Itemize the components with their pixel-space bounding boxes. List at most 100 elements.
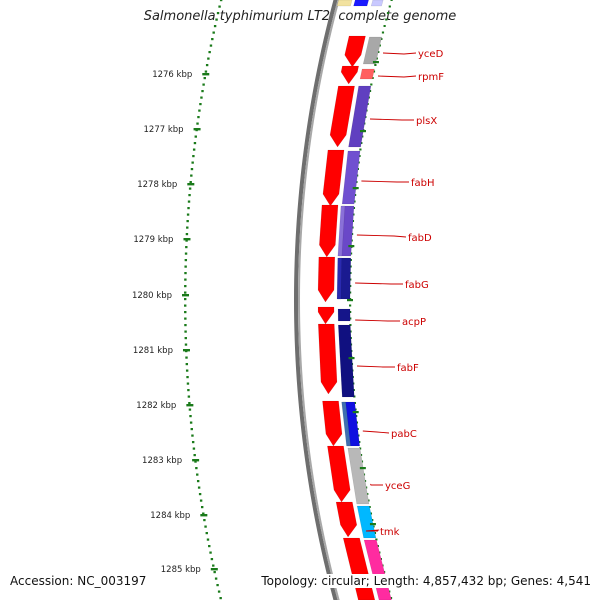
inner-tick <box>352 187 359 190</box>
ruler-dot <box>359 447 362 450</box>
ruler-dot <box>205 64 209 67</box>
cog-segment <box>362 36 383 65</box>
ruler-dot <box>194 460 197 463</box>
ruler-dot <box>353 402 357 404</box>
ruler-dot <box>200 96 203 99</box>
ruler-dot <box>184 272 187 275</box>
ruler-dot <box>188 402 191 405</box>
kbp-label: 1277 kbp <box>144 125 184 135</box>
ruler-dot <box>193 454 196 457</box>
ruler-dot <box>218 5 221 8</box>
cog-stripe <box>336 257 343 300</box>
ruler-dot <box>190 174 193 177</box>
ruler-dot <box>186 213 190 216</box>
ruler-dot <box>187 395 191 398</box>
kbp-label: 1281 kbp <box>133 346 173 356</box>
ruler-dot <box>211 38 214 41</box>
ruler-dot <box>193 142 197 145</box>
ruler-dot <box>186 226 189 229</box>
inner-tick <box>372 61 379 64</box>
gene-label-rpmF: rpmF <box>418 72 444 83</box>
ruler-dot <box>185 356 188 359</box>
gene-leader-line <box>377 75 417 78</box>
cog-stripe <box>341 401 351 447</box>
ruler-dot <box>208 545 211 548</box>
inner-tick <box>348 357 355 360</box>
ruler-dot <box>383 25 386 27</box>
ruler-dot <box>388 5 391 8</box>
ruler-dot <box>185 369 189 372</box>
ruler-dot <box>209 44 213 47</box>
backbone-line <box>293 0 338 600</box>
gene-leader-line <box>370 483 383 486</box>
ruler-dot <box>184 259 188 262</box>
gene-leader-line <box>356 365 395 368</box>
ruler-dot <box>195 467 198 470</box>
ruler-dot <box>201 90 204 93</box>
map-title: Salmonella typhimurium LT2, complete gen… <box>143 9 457 24</box>
kbp-tick <box>200 514 208 517</box>
ruler-dot <box>378 44 381 47</box>
inner-tick <box>359 467 366 470</box>
ruler-dot <box>386 12 390 14</box>
ruler-dot <box>205 532 208 535</box>
top-feature-lavender <box>370 0 384 7</box>
inner-ruler <box>349 0 393 599</box>
ruler-dot <box>372 70 376 73</box>
ruler-dot <box>389 597 393 599</box>
ruler-dot <box>202 83 205 86</box>
ruler-dot <box>196 122 199 125</box>
kbp-tick <box>193 128 201 131</box>
cds-arrow <box>317 306 335 325</box>
ruler-dot <box>202 512 205 515</box>
inner-tick <box>352 411 359 414</box>
ruler-dot <box>219 597 222 600</box>
cds-arrow <box>327 445 351 503</box>
ruler-dot <box>349 252 353 255</box>
ruler-dot <box>187 207 190 210</box>
ruler-dot <box>215 18 218 21</box>
ruler-dot <box>185 246 188 249</box>
ruler-dot <box>184 330 187 333</box>
gene-label-tmk: tmk <box>380 527 400 538</box>
ruler-dot <box>185 363 189 366</box>
gene-label-plsX: plsX <box>416 116 437 127</box>
topology-text: Topology: circular; Length: 4,857,432 bp… <box>260 574 592 588</box>
ruler-dot <box>203 77 206 80</box>
ruler-dot <box>390 0 393 1</box>
gene-label-fabG: fabG <box>405 280 429 291</box>
ruler-dot <box>194 135 197 138</box>
ruler-dot <box>184 304 187 307</box>
cog-segment <box>338 324 355 398</box>
ruler-dot <box>217 590 221 593</box>
cds-arrow <box>322 149 345 207</box>
ruler-dot <box>216 12 220 15</box>
ruler-dot <box>349 311 352 313</box>
top-feature-yellow <box>336 0 353 7</box>
ruler-dot <box>200 506 204 509</box>
ruler-dot <box>375 57 378 60</box>
ruler-dot <box>184 311 187 314</box>
ruler-dot <box>213 25 217 28</box>
ruler-dot <box>375 538 378 541</box>
ruler-dot <box>358 441 361 443</box>
ruler-dot <box>192 155 195 158</box>
ruler-dot <box>184 291 187 294</box>
cog-segment <box>341 150 361 205</box>
gene-label-fabD: fabD <box>408 233 432 244</box>
kbp-label: 1284 kbp <box>150 511 190 521</box>
ruler-dot <box>213 571 216 574</box>
ruler-dot <box>184 285 187 288</box>
cds-arrow <box>344 35 366 68</box>
ruler-dot <box>192 447 196 450</box>
ruler-dot <box>349 324 352 326</box>
kbp-label: 1279 kbp <box>133 235 173 245</box>
ruler-dot <box>214 577 218 580</box>
ruler-dot <box>190 428 193 431</box>
outer-ruler <box>184 0 223 600</box>
ruler-dot <box>191 161 194 164</box>
cds-arrow <box>317 323 338 395</box>
ruler-dot <box>197 486 201 489</box>
ruler-dot <box>190 168 194 171</box>
ruler-dot <box>359 148 362 151</box>
